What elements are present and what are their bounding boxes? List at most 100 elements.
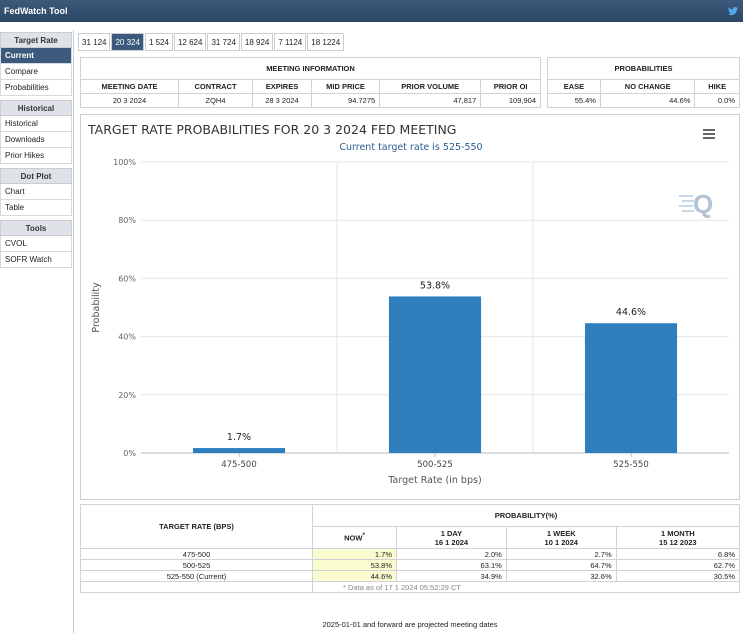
q-logo-icon: Q [679,189,713,219]
app-titlebar: FedWatch Tool [0,0,743,22]
target-rate-header: TARGET RATE (BPS) [80,504,313,549]
x-axis-title: Target Rate (in bps) [387,475,481,486]
sidebar-item-probabilities[interactable]: Probabilities [0,80,72,96]
month-cell: 6.8% [615,548,741,560]
y-tick-label: 100% [113,158,136,167]
week-cell: 64.7% [505,559,617,571]
sidebar-head-tools: Tools [0,220,72,236]
data-as-of-note: * Data as of 17 1 2024 05:52:29 CT [312,581,740,593]
meeting-tabs: 31 124 20 324 1 524 12 624 31 724 18 924… [78,33,345,51]
1-week-header: 1 WEEK 10 1 2024 [505,526,617,549]
sidebar-item-cvol[interactable]: CVOL [0,236,72,252]
col-date: 10 1 2024 [544,537,578,547]
y-tick-label: 20% [118,391,136,400]
now-header: NOW* [312,526,397,549]
svg-text:Q: Q [693,189,713,219]
tab-meeting[interactable]: 31 124 [78,33,111,51]
y-tick-label: 0% [123,449,136,458]
expires: 28 3 2024 [251,93,312,108]
probabilities-title: PROBABILITIES [547,57,740,80]
sidebar-item-chart[interactable]: Chart [0,184,72,200]
sidebar-head-historical: Historical [0,100,72,116]
col-header: HIKE [694,79,740,94]
sidebar-item-historical[interactable]: Historical [0,116,72,132]
y-tick-label: 40% [118,333,136,342]
meeting-info-title: MEETING INFORMATION [80,57,541,80]
contract: ZQH4 [178,93,253,108]
hike-value: 0.0% [694,93,740,108]
sidebar-head-dot-plot: Dot Plot [0,168,72,184]
bar [584,323,678,453]
probability-header: PROBABILITY(%) [312,504,740,527]
rate-cell: 500-525 [80,559,313,571]
table-row: 525-550 (Current) 44.6% 34.9% 32.6% 30.5… [80,570,741,582]
rate-cell: 475-500 [80,548,313,560]
x-tick-label: 475-500 [221,460,257,470]
col-date: 16 1 2024 [434,537,469,547]
tab-meeting[interactable]: 7 1124 [274,33,307,51]
probabilities-table: PROBABILITIES EASE NO CHANGE HIKE 55.4% … [547,57,740,108]
footer-note: 2025-01-01 and forward are projected mee… [322,620,498,629]
chart-container: TARGET RATE PROBABILITIES FOR 20 3 2024 … [80,114,740,500]
sidebar-item-compare[interactable]: Compare [0,64,72,80]
chart-title: TARGET RATE PROBABILITIES FOR 20 3 2024 … [87,122,457,137]
day-cell: 34.9% [396,570,507,582]
sidebar-divider [73,30,74,633]
month-cell: 30.5% [615,570,741,582]
sidebar: Target Rate Current Compare Probabilitie… [0,32,72,268]
sidebar-item-current[interactable]: Current [0,48,72,64]
twitter-icon[interactable] [727,5,739,17]
1-day-header: 1 DAY 16 1 2024 [396,526,507,549]
week-cell: 2.7% [505,548,617,560]
sidebar-item-table[interactable]: Table [0,200,72,216]
tab-meeting[interactable]: 31 724 [207,33,240,51]
week-cell: 32.6% [505,570,617,582]
meeting-info-table: MEETING INFORMATION MEETING DATE CONTRAC… [79,57,541,108]
tab-meeting[interactable]: 1 524 [144,33,173,51]
bar [388,296,482,453]
col-header: MEETING DATE [79,79,180,94]
hamburger-menu-icon[interactable] [703,129,715,139]
data-label: 44.6% [616,307,646,318]
day-cell: 2.0% [396,548,507,560]
col-header: EASE [547,79,601,94]
no-change-value: 44.6% [599,93,696,108]
col-date: 15 12 2023 [659,537,697,547]
sidebar-item-prior-hikes[interactable]: Prior Hikes [0,148,72,164]
now-cell: 44.6% [312,570,397,582]
col-header: PRIOR VOLUME [379,79,482,94]
sidebar-item-sofr-watch[interactable]: SOFR Watch [0,252,72,268]
col-header: CONTRACT [178,79,253,94]
tab-meeting[interactable]: 18 1224 [307,33,345,51]
bar [192,448,286,453]
sidebar-head-target-rate: Target Rate [0,32,72,48]
data-label: 53.8% [420,280,450,291]
sidebar-item-downloads[interactable]: Downloads [0,132,72,148]
rate-probability-table: TARGET RATE (BPS) PROBABILITY(%) NOW* 1 … [80,504,741,593]
col-label: 1 MONTH [660,528,695,538]
col-label: 1 DAY [440,528,463,538]
data-label: 1.7% [227,432,251,443]
now-label: NOW [344,533,363,543]
now-asterisk: * [362,532,365,540]
ease-value: 55.4% [547,93,601,108]
y-tick-label: 80% [118,216,136,225]
col-label: 1 WEEK [546,528,576,538]
y-tick-label: 60% [118,274,136,283]
x-tick-label: 525-550 [613,460,649,470]
tab-meeting-active[interactable]: 20 324 [111,33,144,51]
col-header: PRIOR OI [480,79,541,94]
now-cell: 53.8% [312,559,397,571]
note-spacer [80,581,313,593]
month-cell: 62.7% [615,559,741,571]
col-header: NO CHANGE [599,79,696,94]
tab-meeting[interactable]: 12 624 [173,33,207,51]
meeting-date: 20 3 2024 [79,93,180,108]
tab-meeting[interactable]: 18 924 [240,33,274,51]
y-axis-title: Probability [91,282,102,333]
table-row: 500-525 53.8% 63.1% 64.7% 62.7% [80,559,741,571]
1-month-header: 1 MONTH 15 12 2023 [615,526,741,549]
mid-price: 94.7275 [310,93,381,108]
rate-cell: 525-550 (Current) [80,570,313,582]
chart-subtitle: Current target rate is 525-550 [339,142,482,153]
